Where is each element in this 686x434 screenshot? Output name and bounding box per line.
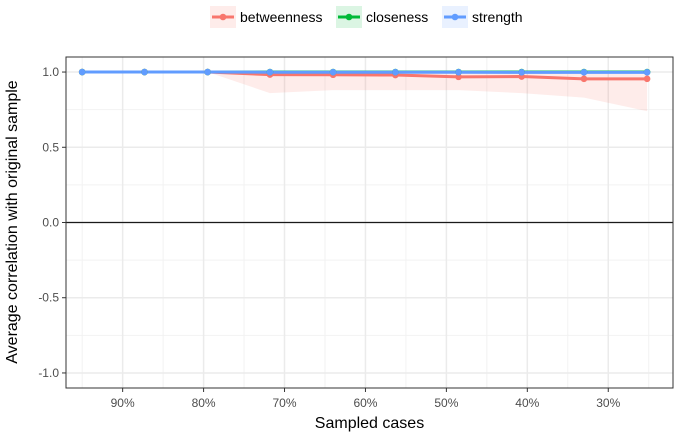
legend-key-point xyxy=(345,13,353,21)
y-tick-label: 1.0 xyxy=(42,65,59,79)
x-axis-title: Sampled cases xyxy=(315,415,424,432)
strength-point xyxy=(78,68,86,76)
x-tick-label: 90% xyxy=(111,396,135,410)
legend-key-point xyxy=(451,13,459,21)
y-axis: 1.0 0.5 0.0 -0.5 -1.0 xyxy=(38,65,66,380)
betweenness-point xyxy=(455,73,462,81)
x-tick-label: 60% xyxy=(353,396,377,410)
strength-point xyxy=(580,69,588,76)
strength-point xyxy=(518,69,525,76)
x-tick-label: 40% xyxy=(515,396,539,410)
betweenness-point xyxy=(643,75,651,83)
x-axis: 90% 80% 70% 60% 50% 40% 30% xyxy=(111,388,621,410)
x-tick-label: 30% xyxy=(596,396,620,410)
x-tick-label: 80% xyxy=(192,396,216,410)
strength-point xyxy=(455,68,462,76)
y-tick-label: 0.5 xyxy=(42,140,59,154)
y-tick-label: -0.5 xyxy=(38,291,59,305)
legend-key-point xyxy=(219,13,227,21)
x-tick-label: 50% xyxy=(434,396,458,410)
strength-point xyxy=(204,68,211,76)
legend-item-closeness: closeness xyxy=(336,6,428,28)
legend-item-strength: strength xyxy=(442,6,523,28)
strength-point xyxy=(643,69,651,76)
x-tick-label: 70% xyxy=(273,396,297,410)
y-axis-title: Average correlation with original sample xyxy=(4,80,21,364)
series-lines xyxy=(82,70,648,81)
legend: betweenness closeness strength xyxy=(210,6,523,28)
betweenness-band xyxy=(82,72,648,112)
strength-point xyxy=(266,68,274,76)
strength-point xyxy=(392,68,399,76)
legend-label-closeness: closeness xyxy=(366,9,428,25)
betweenness-point xyxy=(580,75,588,83)
y-tick-label: 0.0 xyxy=(42,216,59,230)
legend-label-betweenness: betweenness xyxy=(240,9,323,25)
legend-item-betweenness: betweenness xyxy=(210,6,323,28)
strength-point xyxy=(329,68,337,76)
legend-label-strength: strength xyxy=(472,9,523,25)
series-points xyxy=(78,68,651,83)
strength-point xyxy=(141,68,148,76)
y-tick-label: -1.0 xyxy=(38,366,59,380)
